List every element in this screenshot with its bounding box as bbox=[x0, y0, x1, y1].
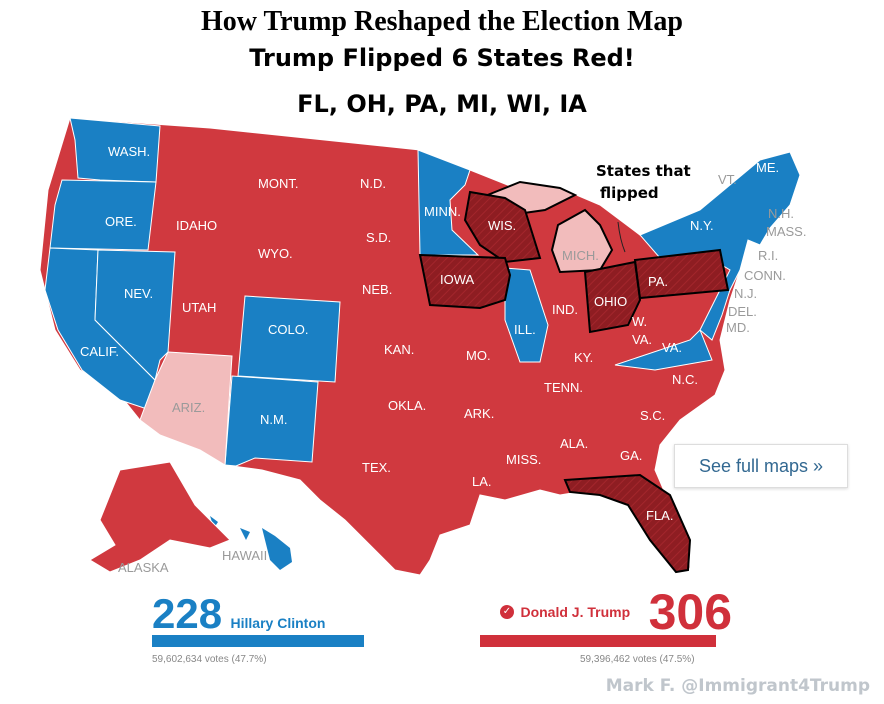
author-credit: Mark F. @Immigrant4Trump bbox=[605, 676, 870, 696]
state-northeast bbox=[639, 151, 801, 341]
page-subtitle: Trump Flipped 6 States Red! bbox=[249, 44, 635, 72]
trump-electoral-votes: 306 bbox=[648, 584, 733, 640]
label-pa: PA. bbox=[648, 274, 668, 289]
label-nm: N.M. bbox=[260, 412, 287, 427]
flipped-annotation-line1: States that bbox=[596, 162, 691, 180]
page-title: How Trump Reshaped the Election Map bbox=[201, 6, 683, 37]
label-ky: KY. bbox=[574, 350, 593, 365]
label-ore: ORE. bbox=[105, 214, 137, 229]
label-ill: ILL. bbox=[514, 322, 536, 337]
label-va: VA. bbox=[662, 340, 682, 355]
flipped-annotation-line2: flipped bbox=[600, 184, 659, 202]
state-ohio bbox=[583, 260, 642, 334]
state-alaska bbox=[89, 461, 231, 573]
state-fla bbox=[563, 473, 692, 574]
label-mass: MASS. bbox=[766, 224, 806, 239]
label-neb: NEB. bbox=[362, 282, 392, 297]
label-wis: WIS. bbox=[488, 218, 516, 233]
label-calif: CALIF. bbox=[80, 344, 119, 359]
label-la: LA. bbox=[472, 474, 492, 489]
clinton-votes: 59,602,634 votes (47.7%) bbox=[152, 654, 267, 665]
label-ark: ARK. bbox=[464, 406, 494, 421]
label-conn: CONN. bbox=[744, 268, 786, 283]
label-tenn: TENN. bbox=[544, 380, 583, 395]
label-ind: IND. bbox=[552, 302, 578, 317]
trump-bar bbox=[480, 635, 716, 647]
label-wva-line2: VA. bbox=[632, 332, 652, 347]
label-ri: R.I. bbox=[758, 248, 778, 263]
state-ariz bbox=[139, 351, 233, 466]
label-ny: N.Y. bbox=[690, 218, 714, 233]
label-fla: FLA. bbox=[646, 508, 673, 523]
label-kan: KAN. bbox=[384, 342, 414, 357]
label-minn: MINN. bbox=[424, 204, 461, 219]
label-ohio: OHIO bbox=[594, 294, 627, 309]
clinton-results: 228 Hillary Clinton bbox=[152, 590, 325, 638]
state-va bbox=[614, 329, 713, 371]
state-colo bbox=[237, 295, 341, 383]
label-wash: WASH. bbox=[108, 144, 150, 159]
trump-results: ✓ Donald J. Trump 306 bbox=[500, 583, 732, 641]
label-miss: MISS. bbox=[506, 452, 541, 467]
label-wyo: WYO. bbox=[258, 246, 293, 261]
clinton-name: Hillary Clinton bbox=[230, 615, 326, 631]
state-hawaii bbox=[210, 516, 292, 570]
flipped-states-list: FL, OH, PA, MI, WI, IA bbox=[297, 90, 587, 118]
label-idaho: IDAHO bbox=[176, 218, 217, 233]
see-full-maps-button[interactable]: See full maps » bbox=[674, 444, 848, 488]
label-nh: N.H. bbox=[768, 206, 794, 221]
label-del: DEL. bbox=[728, 304, 757, 319]
label-ga: GA. bbox=[620, 448, 642, 463]
label-mo: MO. bbox=[466, 348, 491, 363]
label-utah: UTAH bbox=[182, 300, 216, 315]
label-mich: MICH. bbox=[562, 248, 599, 263]
state-wis bbox=[463, 190, 542, 264]
label-nj: N.J. bbox=[734, 286, 757, 301]
label-nev: NEV. bbox=[124, 286, 153, 301]
label-nc: N.C. bbox=[672, 372, 698, 387]
state-nev bbox=[94, 249, 176, 381]
state-pa bbox=[633, 248, 730, 300]
label-nd: N.D. bbox=[360, 176, 386, 191]
flipped-annotation: States that flipped bbox=[596, 160, 691, 204]
clinton-bar bbox=[152, 635, 364, 647]
label-hawaii: HAWAII bbox=[222, 548, 267, 563]
state-ore bbox=[49, 179, 157, 251]
label-colo: COLO. bbox=[268, 322, 308, 337]
label-sd: S.D. bbox=[366, 230, 391, 245]
label-iowa: IOWA bbox=[440, 272, 475, 287]
checkmark-icon: ✓ bbox=[500, 605, 514, 619]
label-okla: OKLA. bbox=[388, 398, 426, 413]
state-mich-lower bbox=[550, 208, 614, 274]
label-sc: S.C. bbox=[640, 408, 665, 423]
trump-name: Donald J. Trump bbox=[520, 604, 631, 620]
label-alaska: ALASKA bbox=[118, 560, 169, 575]
label-tex: TEX. bbox=[362, 460, 391, 475]
clinton-electoral-votes: 228 bbox=[152, 590, 223, 637]
label-ariz: ARIZ. bbox=[172, 400, 205, 415]
label-wva-line1: W. bbox=[632, 314, 647, 329]
label-vt: VT. bbox=[718, 172, 737, 187]
label-md: MD. bbox=[726, 320, 750, 335]
flip-arrow bbox=[617, 221, 626, 253]
label-mont: MONT. bbox=[258, 176, 298, 191]
label-ala: ALA. bbox=[560, 436, 588, 451]
state-ill bbox=[504, 267, 549, 363]
state-wash bbox=[69, 117, 161, 183]
label-me: ME. bbox=[756, 160, 779, 175]
trump-votes: 59,396,462 votes (47.5%) bbox=[580, 654, 695, 665]
state-iowa bbox=[418, 253, 512, 310]
